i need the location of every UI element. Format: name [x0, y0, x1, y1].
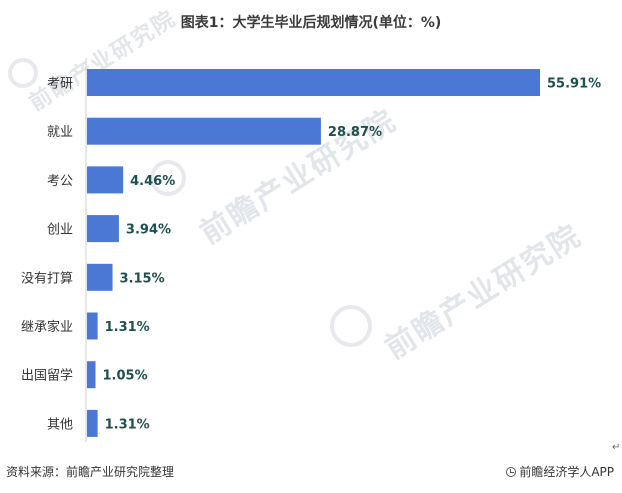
value-label: 55.91%	[547, 77, 601, 92]
category-label: 出国留学	[21, 368, 73, 384]
brand-text: 前瞻经济学人APP	[519, 465, 614, 479]
category-label: 其他	[47, 417, 73, 432]
bar-2	[87, 117, 321, 145]
bar-3	[87, 166, 124, 194]
source-note: 资料来源：前瞻产业研究院整理	[6, 465, 175, 479]
category-label: 没有打算	[21, 271, 73, 286]
chart-title: 图表1：大学生毕业后规划情况(单位：%)	[180, 15, 442, 31]
value-label: 1.31%	[105, 417, 150, 432]
category-label: 考公	[47, 174, 73, 189]
bars-group: 考研 55.91% 就业 28.87% 考公 4.46% 创业 3.94% 没有打算 3.15% 继…	[21, 69, 601, 437]
value-label: 1.05%	[103, 369, 148, 384]
bar-1	[87, 69, 540, 96]
category-label: 继承家业	[21, 319, 73, 335]
paragraph-mark-icon: ↵	[612, 442, 621, 453]
value-label: 3.15%	[120, 271, 165, 286]
value-label: 28.87%	[328, 125, 382, 140]
brand-credit: 前瞻经济学人APP	[506, 463, 614, 480]
value-label: 4.46%	[130, 174, 175, 189]
value-label: 1.31%	[105, 320, 150, 335]
bar-7	[87, 361, 96, 389]
bar-5	[87, 263, 113, 291]
bar-8	[87, 409, 98, 437]
category-label: 考研	[47, 77, 73, 92]
bar-4	[87, 215, 119, 243]
category-label: 创业	[47, 223, 73, 238]
value-label: 3.94%	[126, 223, 171, 238]
bar-6	[87, 312, 98, 340]
brand-logo-icon	[506, 466, 517, 477]
category-label: 就业	[47, 125, 73, 140]
